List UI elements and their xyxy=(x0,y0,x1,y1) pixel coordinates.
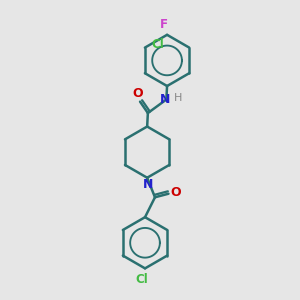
Text: O: O xyxy=(132,87,142,100)
Text: O: O xyxy=(171,186,181,199)
Text: F: F xyxy=(160,18,168,31)
Text: N: N xyxy=(143,178,153,191)
Text: Cl: Cl xyxy=(151,38,164,51)
Text: H: H xyxy=(174,93,182,103)
Text: N: N xyxy=(159,93,170,106)
Text: Cl: Cl xyxy=(136,273,148,286)
